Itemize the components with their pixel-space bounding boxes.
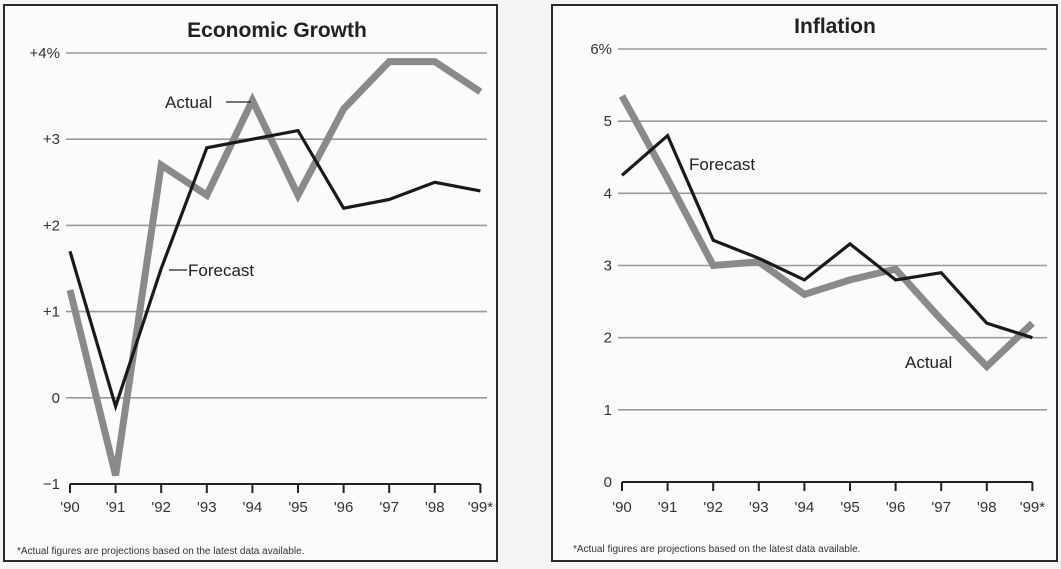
growth-ytick-label: 0 [52, 390, 60, 407]
economic-growth-chart: Economic Growth −1 0 +1 +2 +3 +4% '90 '91 '92 '93 '… [17, 19, 494, 557]
inflation-ytick-label: 5 [604, 113, 612, 130]
growth-xtick-label: '94 [243, 499, 263, 516]
growth-ytick-label: +3 [43, 131, 60, 148]
inflation-label-forecast: Forecast [689, 155, 755, 174]
inflation-ytick-label: 0 [604, 474, 612, 491]
inflation-ytick-label: 2 [604, 330, 612, 347]
inflation-title: Inflation [794, 15, 876, 38]
growth-title: Economic Growth [187, 19, 367, 42]
growth-label-forecast: Forecast [188, 261, 254, 280]
growth-xtick-label: '96 [334, 499, 354, 516]
inflation-series-forecast [620, 132, 1033, 340]
growth-xtick-label: '92 [151, 499, 171, 516]
inflation-ytick-label: 6% [590, 41, 612, 58]
inflation-panel: Inflation 0 1 2 3 4 5 6% '90 '91 '92 '93 '94 '95 '96 '9… [551, 4, 1058, 562]
growth-xtick-label: '97 [379, 499, 399, 516]
inflation-xtick-label: '97 [931, 499, 951, 516]
economic-growth-panel: Economic Growth −1 0 +1 +2 +3 +4% '90 '91 '92 '93 '… [3, 4, 498, 562]
inflation-footnote: *Actual figures are projections based on… [573, 544, 860, 555]
growth-ytick-label: +1 [43, 304, 60, 321]
inflation-xtick-label: '95 [840, 499, 860, 516]
growth-xtick-label: '93 [197, 499, 217, 516]
inflation-ytick-label: 4 [604, 185, 612, 202]
growth-xtick-label: '99* [468, 499, 494, 516]
growth-ytick-label: −1 [43, 476, 60, 493]
growth-ytick-label: +2 [43, 217, 60, 234]
growth-ytick-label: +4% [30, 45, 60, 62]
growth-series-forecast [68, 128, 481, 412]
growth-xtick-label: '90 [60, 499, 80, 516]
inflation-xtick-label: '98 [977, 499, 997, 516]
inflation-xtick-label: '93 [749, 499, 769, 516]
inflation-xtick-label: '96 [886, 499, 906, 516]
growth-xtick-label: '91 [106, 499, 126, 516]
inflation-xtick-label: '90 [612, 499, 632, 516]
inflation-xtick-label: '99* [1020, 499, 1046, 516]
growth-series-actual [66, 58, 483, 477]
inflation-xtick-label: '92 [703, 499, 723, 516]
inflation-chart: Inflation 0 1 2 3 4 5 6% '90 '91 '92 '93 '94 '95 '96 '9… [573, 15, 1047, 555]
growth-label-actual: Actual [165, 93, 212, 112]
growth-footnote: *Actual figures are projections based on… [17, 546, 304, 557]
inflation-series-actual [618, 94, 1035, 372]
growth-xtick-label: '98 [425, 499, 445, 516]
inflation-xtick-label: '94 [795, 499, 815, 516]
inflation-ytick-label: 1 [604, 402, 612, 419]
inflation-xtick-label: '91 [658, 499, 678, 516]
growth-xtick-label: '95 [288, 499, 308, 516]
inflation-label-actual: Actual [905, 353, 952, 372]
inflation-ytick-label: 3 [604, 258, 612, 275]
